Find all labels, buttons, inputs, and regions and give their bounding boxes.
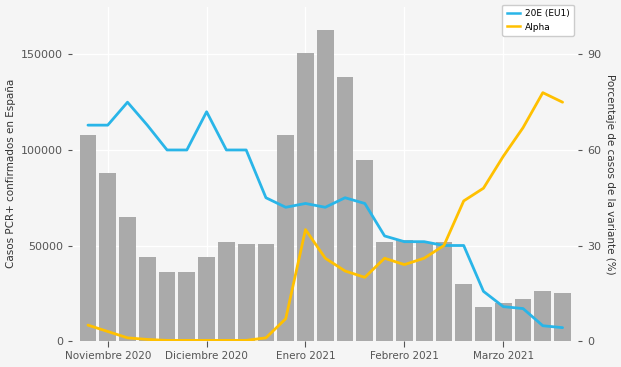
- Bar: [258, 244, 274, 341]
- Legend: 20E (EU1), Alpha: 20E (EU1), Alpha: [502, 4, 574, 36]
- Bar: [376, 242, 393, 341]
- Bar: [198, 257, 215, 341]
- Bar: [218, 242, 235, 341]
- Bar: [238, 244, 255, 341]
- Bar: [435, 242, 452, 341]
- Bar: [535, 291, 551, 341]
- Bar: [278, 135, 294, 341]
- Bar: [495, 303, 512, 341]
- Bar: [99, 173, 116, 341]
- Bar: [119, 217, 136, 341]
- Bar: [178, 272, 195, 341]
- Y-axis label: Casos PCR+ confirmados en España: Casos PCR+ confirmados en España: [6, 79, 16, 269]
- Bar: [455, 284, 472, 341]
- Bar: [158, 272, 176, 341]
- Bar: [415, 242, 433, 341]
- Bar: [337, 77, 353, 341]
- Bar: [79, 135, 96, 341]
- Bar: [554, 293, 571, 341]
- Bar: [515, 299, 532, 341]
- Bar: [317, 30, 333, 341]
- Bar: [297, 52, 314, 341]
- Bar: [475, 307, 492, 341]
- Y-axis label: Porcentaje de casos de la variante (%): Porcentaje de casos de la variante (%): [605, 73, 615, 274]
- Bar: [139, 257, 156, 341]
- Bar: [356, 160, 373, 341]
- Bar: [396, 240, 413, 341]
